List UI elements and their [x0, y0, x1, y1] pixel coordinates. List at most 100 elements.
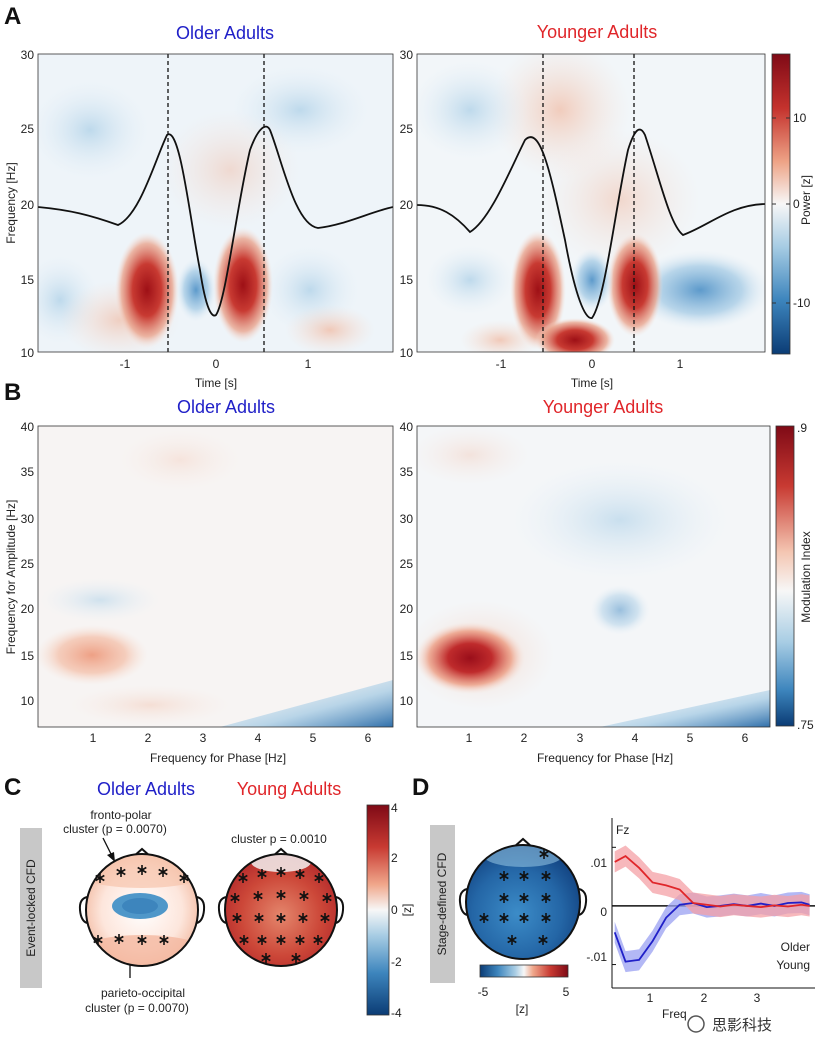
svg-text:4: 4	[391, 801, 398, 815]
svg-text:35: 35	[400, 465, 414, 479]
panel-a-title-younger: Younger Adults	[537, 22, 657, 42]
watermark-logo-icon	[687, 1015, 705, 1033]
panel-letter-c: C	[4, 774, 21, 801]
fz-line-young	[614, 855, 810, 909]
fz-band-young	[614, 845, 810, 918]
svg-text:0: 0	[213, 357, 220, 371]
panel-b-right-xticks: 1 2 3 4 5 6	[466, 731, 749, 745]
svg-text:4: 4	[632, 731, 639, 745]
panel-a-right-yticks: 30 25 20 15 10	[400, 48, 414, 360]
fz-xtick-1: 1	[647, 991, 654, 1005]
panel-c-title-older: Older Adults	[97, 779, 195, 799]
svg-text:1: 1	[677, 357, 684, 371]
panel-b-ylabel: Frequency for Amplitude [Hz]	[4, 500, 18, 655]
svg-text:30: 30	[400, 512, 414, 526]
panel-b-colorbar: .9 .75 Modulation Index	[775, 421, 814, 732]
svg-text:3: 3	[200, 731, 207, 745]
fz-line-plot: Fz .01 0 -.01 1 2 3 Freq Older Young	[586, 818, 815, 1021]
panel-c-title-young: Young Adults	[237, 779, 341, 799]
svg-text:-4: -4	[391, 1006, 402, 1020]
svg-text:-1: -1	[120, 357, 131, 371]
svg-text:2: 2	[145, 731, 152, 745]
panel-a-left-xlabel: Time [s]	[195, 376, 237, 390]
svg-text:0: 0	[589, 357, 596, 371]
panel-a-colorbar-label: Power [z]	[799, 175, 813, 225]
panel-c-colorbar-label: [z]	[400, 904, 414, 917]
panel-c-side-box	[20, 828, 42, 988]
fz-xlabel: Freq	[662, 1007, 687, 1021]
fz-ytick-zero: 0	[600, 905, 607, 919]
fz-ytick-pos: .01	[590, 856, 607, 870]
panel-a-left-yticks: 30 25 20 15 10	[21, 48, 35, 360]
panel-d-side-box	[430, 825, 455, 983]
fz-ytick-neg: -.01	[586, 950, 607, 964]
svg-text:5: 5	[310, 731, 317, 745]
fz-xtick-2: 2	[701, 991, 708, 1005]
fronto-polar-label-1: fronto-polar	[90, 808, 151, 822]
panel-letter-a: A	[4, 3, 21, 30]
watermark-text: 思影科技	[712, 1017, 772, 1034]
parieto-occipital-label-2: cluster (p = 0.0070)	[85, 1001, 189, 1015]
svg-text:1: 1	[90, 731, 97, 745]
svg-text:2: 2	[521, 731, 528, 745]
svg-text:20: 20	[400, 602, 414, 616]
svg-text:30: 30	[400, 48, 414, 62]
panel-b-left-yticks: 40 35 30 25 20 15 10	[21, 420, 35, 708]
svg-text:.75: .75	[797, 718, 814, 732]
svg-text:3: 3	[577, 731, 584, 745]
panel-b-right-yticks: 40 35 30 25 20 15 10	[400, 420, 414, 708]
svg-text:15: 15	[400, 649, 414, 663]
svg-text:5: 5	[687, 731, 694, 745]
panel-letter-d: D	[412, 774, 429, 801]
panel-a-younger-heatmap	[416, 53, 766, 353]
panel-d-colorbar: -5 5 [z]	[478, 964, 570, 1016]
panel-d-side-label: Stage-defined CFD	[435, 852, 449, 955]
svg-text:35: 35	[21, 465, 35, 479]
panel-b-left-xticks: 1 2 3 4 5 6	[90, 731, 372, 745]
panel-b-younger-heatmap	[416, 425, 771, 728]
svg-text:25: 25	[21, 557, 35, 571]
panel-a-ylabel: Frequency [Hz]	[4, 162, 18, 243]
panel-b-title-younger: Younger Adults	[543, 397, 663, 417]
fz-xtick-3: 3	[754, 991, 761, 1005]
svg-text:6: 6	[742, 731, 749, 745]
svg-text:-10: -10	[793, 296, 811, 310]
arrow-fronto-icon	[102, 837, 115, 862]
panel-b-left-xlabel: Frequency for Phase [Hz]	[150, 751, 286, 765]
svg-text:10: 10	[21, 694, 35, 708]
svg-text:15: 15	[400, 273, 414, 287]
svg-text:25: 25	[21, 122, 35, 136]
svg-text:20: 20	[400, 198, 414, 212]
svg-text:25: 25	[400, 557, 414, 571]
parieto-occipital-label-1: parieto-occipital	[101, 986, 185, 1000]
svg-text:30: 30	[21, 512, 35, 526]
svg-text:10: 10	[400, 694, 414, 708]
svg-text:40: 40	[400, 420, 414, 434]
older-topomap	[78, 847, 206, 967]
panel-a-left-xticks: -1 0 1	[120, 357, 312, 371]
svg-text:40: 40	[21, 420, 35, 434]
svg-text:15: 15	[21, 273, 35, 287]
svg-text:-1: -1	[496, 357, 507, 371]
panel-letter-b: B	[4, 379, 21, 406]
svg-text:5: 5	[563, 985, 570, 999]
panel-c-side-label: Event-locked CFD	[24, 859, 38, 957]
young-cluster-label: cluster p = 0.0010	[231, 832, 327, 846]
legend-older: Older	[781, 940, 810, 954]
fronto-polar-label-2: cluster (p = 0.0070)	[63, 822, 167, 836]
svg-text:10: 10	[21, 346, 35, 360]
svg-text:20: 20	[21, 198, 35, 212]
legend-young: Young	[776, 958, 810, 972]
svg-text:6: 6	[365, 731, 372, 745]
panel-c-colorbar: 4 2 0 -2 -4 [z]	[366, 801, 414, 1020]
panel-b-older-heatmap	[37, 425, 394, 728]
panel-a-right-xlabel: Time [s]	[571, 376, 613, 390]
svg-text:2: 2	[391, 851, 398, 865]
panel-a-colorbar: 10 0 -10 Power [z]	[771, 53, 813, 355]
svg-text:.9: .9	[797, 421, 807, 435]
panel-b-title-older: Older Adults	[177, 397, 275, 417]
svg-text:0: 0	[793, 197, 800, 211]
svg-text:10: 10	[400, 346, 414, 360]
panel-a-older-heatmap	[37, 53, 394, 353]
